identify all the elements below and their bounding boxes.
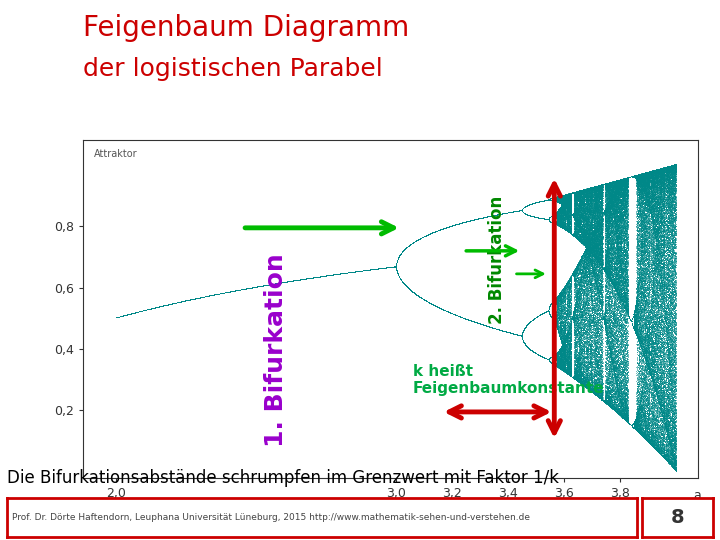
Text: Die Bifurkationsabstände schrumpfen im Grenzwert mit Faktor 1/k: Die Bifurkationsabstände schrumpfen im G… <box>7 469 559 487</box>
Text: 8: 8 <box>671 508 684 528</box>
Text: Feigenbaum Diagramm: Feigenbaum Diagramm <box>83 14 409 42</box>
Text: k heißt
Feigenbaumkonstante: k heißt Feigenbaumkonstante <box>413 363 605 396</box>
Text: a: a <box>693 489 701 502</box>
Text: der logistischen Parabel: der logistischen Parabel <box>83 57 382 80</box>
Text: Attraktor: Attraktor <box>94 149 138 159</box>
Text: 2. Bifurkation: 2. Bifurkation <box>488 196 506 325</box>
Text: Prof. Dr. Dörte Haftendorn, Leuphana Universität Lüneburg, 2015 http://www.mathe: Prof. Dr. Dörte Haftendorn, Leuphana Uni… <box>12 514 530 522</box>
Text: 1. Bifurkation: 1. Bifurkation <box>264 253 288 447</box>
